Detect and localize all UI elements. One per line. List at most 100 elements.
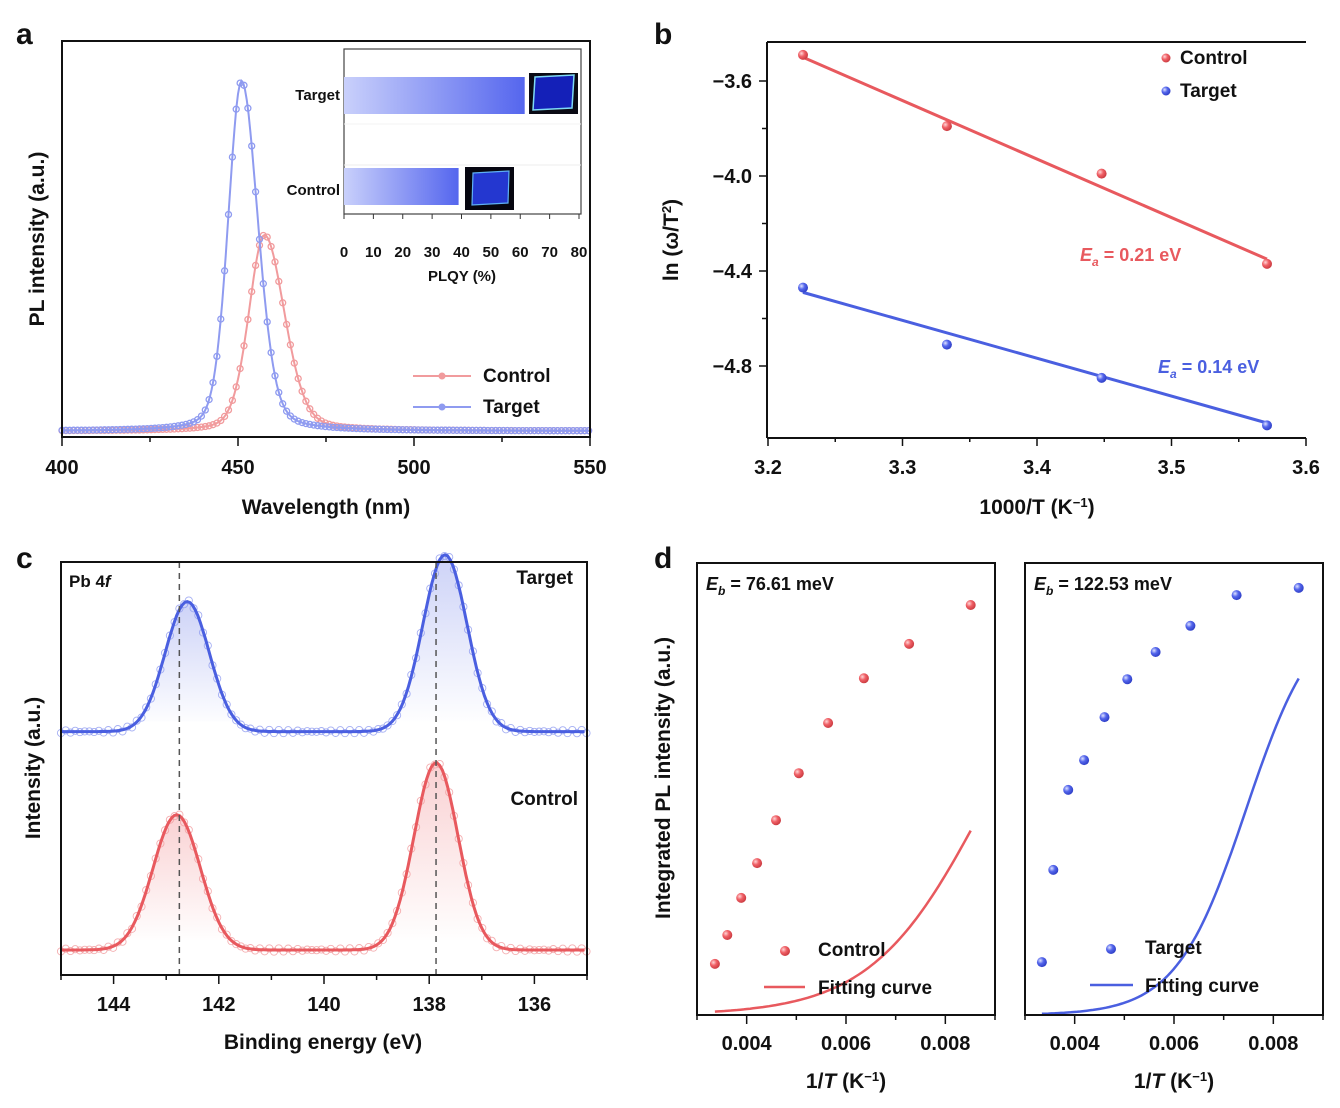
a-point-target bbox=[306, 420, 314, 429]
a-point-target bbox=[120, 425, 128, 434]
a-inset-x-tick-label: 20 bbox=[394, 244, 411, 261]
a-point-target bbox=[437, 426, 446, 434]
a-point-target bbox=[538, 426, 546, 435]
c-x-tick-label: 140 bbox=[307, 994, 340, 1016]
panel-b-letter: b bbox=[654, 18, 672, 51]
a-point-target bbox=[321, 422, 329, 431]
a-point-target bbox=[534, 426, 542, 435]
b-point-target bbox=[798, 282, 808, 293]
d-point-target bbox=[1231, 590, 1242, 601]
a-point-target bbox=[228, 153, 237, 161]
c-peak-fill-target bbox=[387, 554, 503, 726]
a-point-target bbox=[186, 419, 194, 427]
a-point-target bbox=[550, 427, 558, 435]
d-point-target bbox=[1079, 755, 1090, 766]
a-point-target bbox=[542, 426, 550, 435]
a-point-target bbox=[139, 425, 147, 433]
a-point-target bbox=[66, 426, 74, 434]
c-x-tick-label: 142 bbox=[202, 994, 235, 1016]
d-point-target bbox=[1063, 784, 1074, 795]
d-x-tick-label: 0.006 bbox=[1149, 1033, 1199, 1055]
a-point-control bbox=[298, 387, 306, 395]
a-point-target bbox=[519, 426, 527, 435]
a-point-target bbox=[445, 426, 453, 434]
d-fit-curve-target bbox=[1041, 677, 1300, 1016]
d-x-tick-label: 0.008 bbox=[920, 1033, 970, 1055]
d-point-control bbox=[793, 768, 804, 779]
a-point-target bbox=[271, 372, 279, 380]
a-point-control bbox=[317, 417, 326, 425]
a-point-control bbox=[294, 374, 302, 383]
a-point-target bbox=[402, 426, 411, 434]
a-point-target bbox=[209, 378, 217, 387]
a-point-target bbox=[368, 425, 376, 433]
a-legend-target-label: Target bbox=[483, 397, 540, 418]
b-point-control bbox=[1096, 168, 1107, 179]
a-point-target bbox=[561, 427, 570, 435]
c-point-target bbox=[184, 596, 193, 605]
d-point-target bbox=[1048, 864, 1059, 875]
a-point-target bbox=[155, 424, 163, 432]
a-legend-control-label: Control bbox=[483, 366, 551, 387]
a-point-target bbox=[418, 426, 426, 434]
a-point-control bbox=[201, 422, 209, 431]
d-x-tick-label: 0.004 bbox=[1050, 1033, 1101, 1055]
a-point-target bbox=[135, 425, 144, 433]
d-right-legend-points-label: Target bbox=[1145, 938, 1202, 959]
a-point-target bbox=[426, 426, 434, 434]
a-point-target bbox=[468, 426, 477, 435]
a-point-target bbox=[333, 423, 341, 432]
a-point-target bbox=[422, 426, 430, 434]
b-annotation-target: Ea = 0.14 eV bbox=[1158, 357, 1259, 381]
d-left-legend-fit-label: Fitting curve bbox=[818, 978, 932, 999]
a-point-control bbox=[217, 416, 225, 425]
a-point-target bbox=[399, 426, 407, 434]
a-point-control bbox=[209, 421, 217, 429]
a-point-target bbox=[240, 81, 248, 89]
a-inset-x-axis: 0 10 20 30 40 50 60 70 80 bbox=[340, 214, 587, 261]
c-x-axis: 144 142 140 138 136 bbox=[60, 975, 588, 1016]
a-x-tick-label: 450 bbox=[221, 457, 254, 479]
a-point-target bbox=[77, 426, 86, 434]
a-point-target bbox=[147, 424, 155, 433]
a-point-target bbox=[279, 400, 287, 408]
panel-b: b 3.2 3.3 3.4 3.5 3.6 −3.6 −4.0 −4.4 −4.8 1000/… bbox=[654, 18, 1320, 519]
a-x-axis-title: Wavelength (nm) bbox=[242, 496, 410, 519]
c-fit-line-target bbox=[61, 553, 585, 734]
a-point-target bbox=[298, 418, 306, 427]
a-point-target bbox=[584, 427, 593, 435]
c-x-tick-label: 138 bbox=[413, 994, 446, 1016]
a-y-axis-title: PL intensity (a.u.) bbox=[26, 152, 49, 327]
a-point-target bbox=[108, 426, 116, 434]
a-point-target bbox=[220, 267, 229, 275]
a-point-control bbox=[224, 406, 233, 414]
a-point-target bbox=[352, 424, 360, 433]
a-point-control bbox=[290, 359, 298, 367]
b-y-tick-label: −4.4 bbox=[713, 261, 753, 283]
a-point-target bbox=[255, 235, 264, 243]
b-point-target bbox=[1096, 372, 1107, 383]
a-point-control bbox=[186, 424, 194, 432]
c-label-control: Control bbox=[510, 789, 578, 810]
a-point-control bbox=[263, 233, 271, 241]
a-point-target bbox=[267, 348, 275, 357]
c-marks bbox=[56, 551, 591, 975]
d-left-x-axis: 0.004 0.006 0.008 bbox=[696, 1015, 996, 1055]
a-inset-x-tick-label: 10 bbox=[365, 244, 382, 261]
d-right-legend: Target Fitting curve bbox=[1090, 938, 1259, 997]
a-point-target bbox=[100, 426, 109, 434]
d-x-tick-label: 0.006 bbox=[821, 1033, 871, 1055]
a-point-target bbox=[131, 425, 140, 433]
a-legend: Control Target bbox=[413, 366, 551, 418]
a-point-control bbox=[267, 242, 275, 251]
a-point-target bbox=[93, 426, 101, 434]
a-point-target bbox=[290, 415, 298, 423]
d-right-annotation: Eb = 122.53 meV bbox=[1034, 574, 1172, 598]
a-point-target bbox=[457, 426, 465, 434]
a-point-control bbox=[310, 410, 318, 418]
a-point-target bbox=[313, 422, 322, 430]
a-point-target bbox=[178, 421, 186, 429]
d-point-control bbox=[752, 858, 763, 869]
a-point-control bbox=[271, 258, 279, 266]
a-point-target bbox=[414, 426, 422, 434]
